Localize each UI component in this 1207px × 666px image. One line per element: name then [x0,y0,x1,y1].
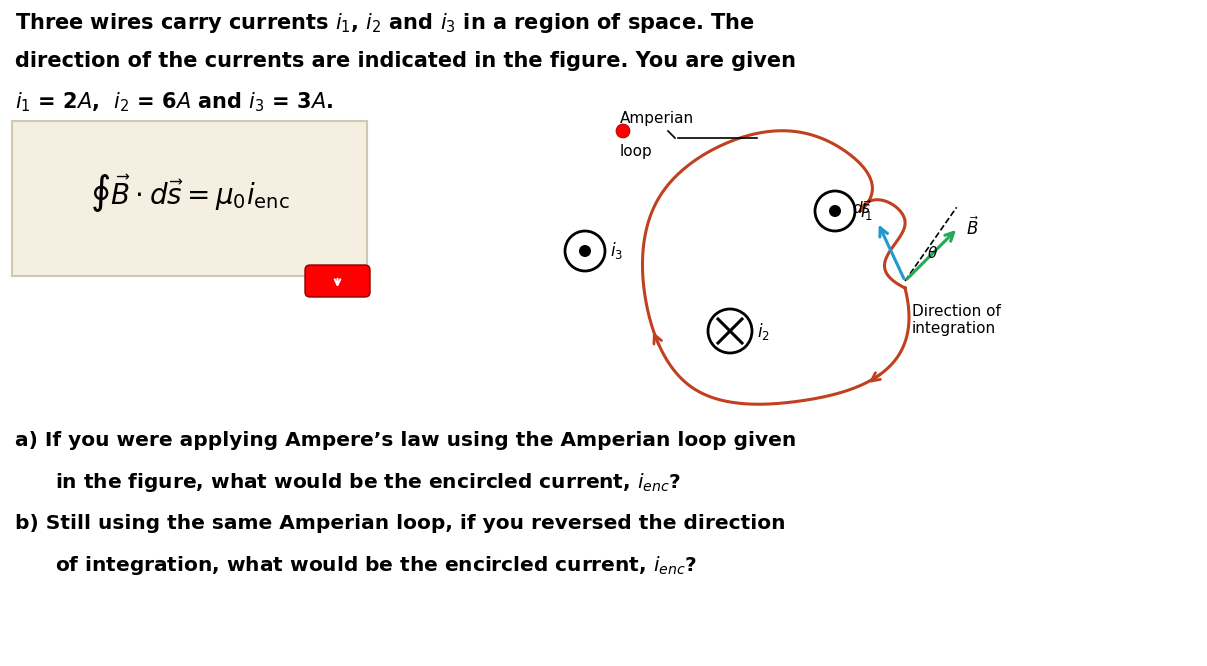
Text: $\theta$: $\theta$ [927,245,939,261]
Text: a) If you were applying Ampere’s law using the Amperian loop given: a) If you were applying Ampere’s law usi… [14,431,797,450]
Text: Direction of
integration: Direction of integration [912,304,1001,336]
Text: loop: loop [620,144,653,159]
Text: $i_3$: $i_3$ [610,240,623,262]
Text: Amperian: Amperian [620,111,694,126]
Text: in the figure, what would be the encircled current, $i_{enc}$?: in the figure, what would be the encircl… [56,471,681,494]
FancyBboxPatch shape [12,121,367,276]
Text: $\oint \vec{B} \cdot d\vec{s} = \mu_0 i_{\mathrm{enc}}$: $\oint \vec{B} \cdot d\vec{s} = \mu_0 i_… [91,173,290,215]
Circle shape [616,124,630,138]
Text: $d\vec{s}$: $d\vec{s}$ [852,199,873,217]
Text: $\vec{B}$: $\vec{B}$ [966,216,979,239]
Text: b) Still using the same Amperian loop, if you reversed the direction: b) Still using the same Amperian loop, i… [14,514,786,533]
Text: $i_2$: $i_2$ [757,320,770,342]
Text: direction of the currents are indicated in the figure. You are given: direction of the currents are indicated … [14,51,795,71]
Text: Three wires carry currents $i_1$, $i_2$ and $i_3$ in a region of space. The: Three wires carry currents $i_1$, $i_2$ … [14,11,754,35]
Circle shape [829,205,841,217]
Text: of integration, what would be the encircled current, $i_{enc}$?: of integration, what would be the encirc… [56,554,696,577]
Circle shape [579,245,591,257]
Text: $i_1$ = 2$A$,  $i_2$ = 6$A$ and $i_3$ = 3$A$.: $i_1$ = 2$A$, $i_2$ = 6$A$ and $i_3$ = 3… [14,90,333,114]
FancyBboxPatch shape [305,265,371,297]
Text: $i_1$: $i_1$ [861,200,873,222]
